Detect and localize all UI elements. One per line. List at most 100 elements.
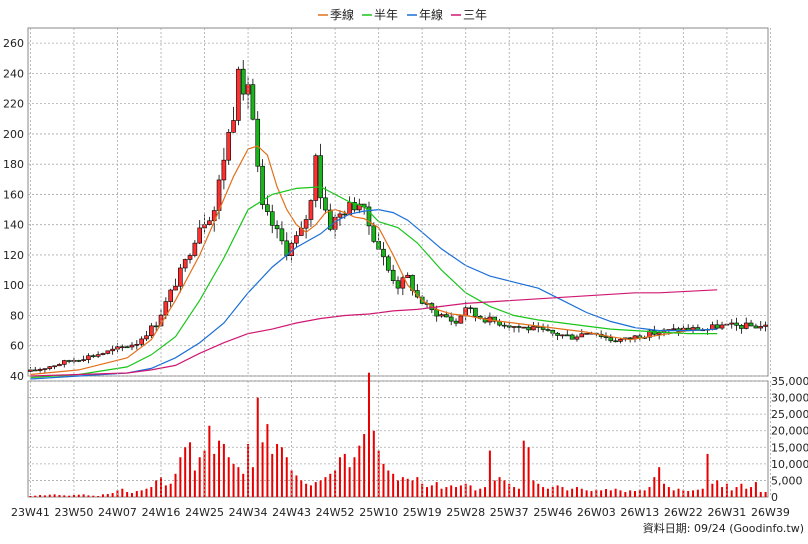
volume-tick-label: 15,000 [771,441,808,454]
volume-bar [590,491,593,497]
volume-bar [401,477,404,497]
price-plot-area [27,27,769,377]
price-tick-label: 80 [10,309,24,322]
price-tick-label: 220 [3,98,24,111]
volume-bar [527,447,530,497]
volume-bar [459,485,462,497]
x-tick-label: 24W07 [98,506,137,519]
candle-body [381,248,386,258]
candle-body [66,360,72,362]
candle-body [386,256,391,271]
candle-body [608,337,614,342]
candle-body [120,346,125,349]
volume-bar [329,473,332,497]
volume-bar [430,485,433,497]
volume-bar [222,443,225,497]
volume-bar [348,467,351,497]
candle-body [323,197,328,211]
candle-body [303,219,309,229]
volume-bar [643,490,646,497]
volume-bar [450,485,453,497]
volume-bar [314,482,317,497]
volume-bar [43,495,46,497]
candle-body [458,315,464,324]
ma-line-0 [30,145,718,376]
volume-bar [754,482,757,497]
candle-body [260,165,265,206]
x-tick-label: 23W50 [55,506,94,519]
candle-body [327,209,333,230]
candle-body [226,131,232,161]
price-tick-label: 200 [3,128,24,141]
x-tick-label: 26W31 [707,506,746,519]
volume-bar [503,480,506,497]
volume-bar [280,447,283,497]
volume-bar [92,495,95,497]
candle-body [81,359,86,361]
volume-bar [667,487,670,497]
candle-body [531,326,536,331]
candle-body [352,202,357,211]
candle-body [685,327,691,331]
candle-body [274,225,280,230]
volume-bar [542,487,545,497]
volume-bar [561,487,564,497]
candle-body [603,336,609,338]
volume-bar [382,463,385,497]
volume-bar [537,483,540,497]
volume-bar [135,491,138,497]
volume-bar [580,488,583,497]
volume-bar [745,488,748,497]
x-tick-label: 24W43 [272,506,311,519]
volume-bar [600,490,603,497]
volume-bar [551,487,554,497]
price-tick-label: 260 [3,37,24,50]
volume-bar [295,475,298,497]
x-tick-label: 24W52 [316,506,355,519]
volume-bar [174,473,177,497]
volume-bar [397,480,399,497]
volume-bar [469,485,472,497]
candle-body [390,269,396,281]
volume-bar [48,494,51,497]
x-tick-label: 26W39 [751,506,790,519]
volume-bar [672,490,675,497]
volume-bar [208,425,211,497]
candle-body [613,340,618,343]
candle-body [337,213,343,218]
volume-bar [150,487,153,497]
volume-bar [126,492,129,497]
candle-body [168,289,173,302]
candle-body [545,329,551,331]
volume-panel: 0 5,000 10,000 15,000 20,000 25,000 30,000 35,0… [27,372,808,504]
candle-body [149,325,154,337]
candle-body [564,334,570,337]
volume-bar [546,488,549,497]
candle-body [250,84,256,120]
candle-body [139,338,144,345]
volume-tick-label: 30,000 [771,392,808,405]
candle-body [279,228,285,242]
volume-bar [319,480,322,497]
volume-bar [155,480,158,497]
volume-bar [169,483,172,497]
volume-bar [271,453,274,497]
volume-bar [285,457,288,497]
volume-bar [566,490,569,497]
volume-bar [193,470,196,497]
volume-bar [619,490,622,497]
candle-body [110,348,115,352]
volume-bar [72,495,75,497]
volume-tick-label: 20,000 [771,425,808,438]
volume-bar [416,477,419,497]
volume-bar [77,494,80,497]
candle-body [444,314,449,318]
candle-body [652,330,657,335]
volume-bar [305,483,308,497]
volume-bar [750,487,753,497]
volume-bar [474,490,477,497]
candle-body [618,339,623,342]
volume-bar [740,483,743,497]
candle-body [647,330,652,338]
